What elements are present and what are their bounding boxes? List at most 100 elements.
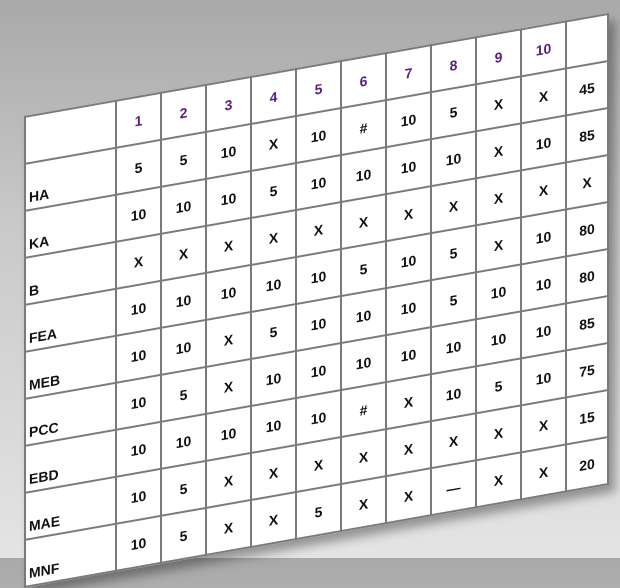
total-cell: 85: [566, 296, 608, 351]
score-cell: 5: [116, 139, 161, 195]
score-cell: X: [206, 217, 251, 273]
score-cell: 10: [296, 296, 341, 352]
score-cell: X: [476, 217, 521, 273]
score-cell: X: [476, 76, 521, 132]
score-cell: #: [341, 382, 386, 438]
score-cell: X: [206, 499, 251, 555]
score-cell: X: [251, 492, 296, 547]
column-header: 1: [116, 92, 161, 148]
score-cell: X: [386, 421, 431, 477]
column-header: 4: [251, 69, 296, 124]
score-cell: 10: [116, 468, 161, 524]
score-cell: X: [161, 225, 206, 281]
score-cell: X: [206, 311, 251, 367]
score-cell: 10: [206, 170, 251, 226]
score-cell: X: [386, 186, 431, 242]
score-cell: X: [476, 452, 521, 508]
column-header: 7: [386, 45, 431, 101]
total-cell: 20: [566, 437, 608, 492]
score-cell: 10: [116, 421, 161, 477]
score-cell: X: [521, 397, 566, 453]
score-cell: X: [251, 210, 296, 265]
score-cell: 10: [296, 249, 341, 305]
score-cell: X: [341, 194, 386, 250]
score-cell: 10: [161, 413, 206, 469]
total-cell: 45: [566, 61, 608, 116]
score-cell: 10: [206, 405, 251, 461]
total-cell: 15: [566, 390, 608, 445]
score-cell: 10: [521, 115, 566, 171]
score-cell: X: [296, 437, 341, 493]
score-cell: X: [386, 468, 431, 524]
score-cell: 10: [161, 272, 206, 328]
score-cell: 5: [341, 241, 386, 297]
score-cell: 10: [431, 366, 476, 422]
score-cell: 10: [296, 155, 341, 211]
column-header: 5: [296, 61, 341, 117]
score-cell: 10: [521, 350, 566, 406]
score-cell: 5: [161, 131, 206, 187]
score-cell: X: [386, 374, 431, 430]
score-cell: 5: [251, 163, 296, 218]
score-cell: 10: [341, 147, 386, 203]
score-cell: X: [206, 358, 251, 414]
column-header: 10: [521, 21, 566, 77]
score-cell: 5: [431, 84, 476, 140]
score-cell: 10: [476, 264, 521, 320]
score-cell: #: [341, 100, 386, 156]
total-cell: 80: [566, 202, 608, 257]
score-cell: 10: [296, 390, 341, 446]
score-cell: X: [206, 452, 251, 508]
score-cell: 5: [251, 304, 296, 359]
score-cell: X: [476, 170, 521, 226]
score-cell: 10: [476, 311, 521, 367]
score-cell: 10: [521, 256, 566, 312]
score-cell: X: [341, 429, 386, 485]
score-cell: X: [521, 162, 566, 218]
score-cell: 10: [296, 108, 341, 164]
score-cell: X: [476, 123, 521, 179]
score-cell: 10: [116, 327, 161, 383]
score-cell: X: [296, 202, 341, 258]
score-cell: X: [521, 68, 566, 124]
score-cell: 10: [386, 139, 431, 195]
total-cell: 85: [566, 108, 608, 163]
score-table-sheet: 1 2 3 4 5 6 7 8 9 10 HA 5 5 10 X 10 #10 5 X X 45 KA 10 10 10 5 10 1…: [24, 12, 609, 588]
score-cell: 5: [476, 358, 521, 414]
score-cell: 10: [161, 178, 206, 234]
score-cell: 10: [251, 257, 296, 312]
score-cell: 10: [116, 374, 161, 430]
score-cell: 10: [431, 131, 476, 187]
score-cell: X: [116, 233, 161, 289]
score-cell: 5: [296, 484, 341, 540]
score-cell: 10: [161, 319, 206, 375]
score-cell: 10: [116, 280, 161, 336]
total-cell: 80: [566, 249, 608, 304]
total-cell: X: [566, 155, 608, 210]
column-header: 6: [341, 53, 386, 109]
score-cell: 10: [116, 515, 161, 571]
score-cell: —: [431, 460, 476, 516]
column-header: 2: [161, 84, 206, 140]
score-cell: X: [251, 116, 296, 171]
total-cell: 75: [566, 343, 608, 398]
score-cell: 10: [386, 280, 431, 336]
score-cell: 10: [521, 303, 566, 359]
score-cell: 10: [296, 343, 341, 399]
score-cell: 10: [341, 288, 386, 344]
total-header: [566, 14, 608, 69]
score-cell: 5: [161, 507, 206, 563]
score-cell: X: [431, 178, 476, 234]
score-cell: 10: [116, 186, 161, 242]
score-cell: 10: [386, 92, 431, 148]
score-table: 1 2 3 4 5 6 7 8 9 10 HA 5 5 10 X 10 #10 5 X X 45 KA 10 10 10 5 10 1…: [24, 12, 609, 588]
score-cell: 10: [206, 123, 251, 179]
score-cell: 5: [161, 460, 206, 516]
score-cell: 5: [161, 366, 206, 422]
score-cell: 10: [386, 233, 431, 289]
score-cell: 10: [251, 351, 296, 406]
score-cell: 10: [521, 209, 566, 265]
score-cell: X: [521, 444, 566, 500]
score-cell: X: [341, 476, 386, 532]
score-cell: 5: [431, 272, 476, 328]
